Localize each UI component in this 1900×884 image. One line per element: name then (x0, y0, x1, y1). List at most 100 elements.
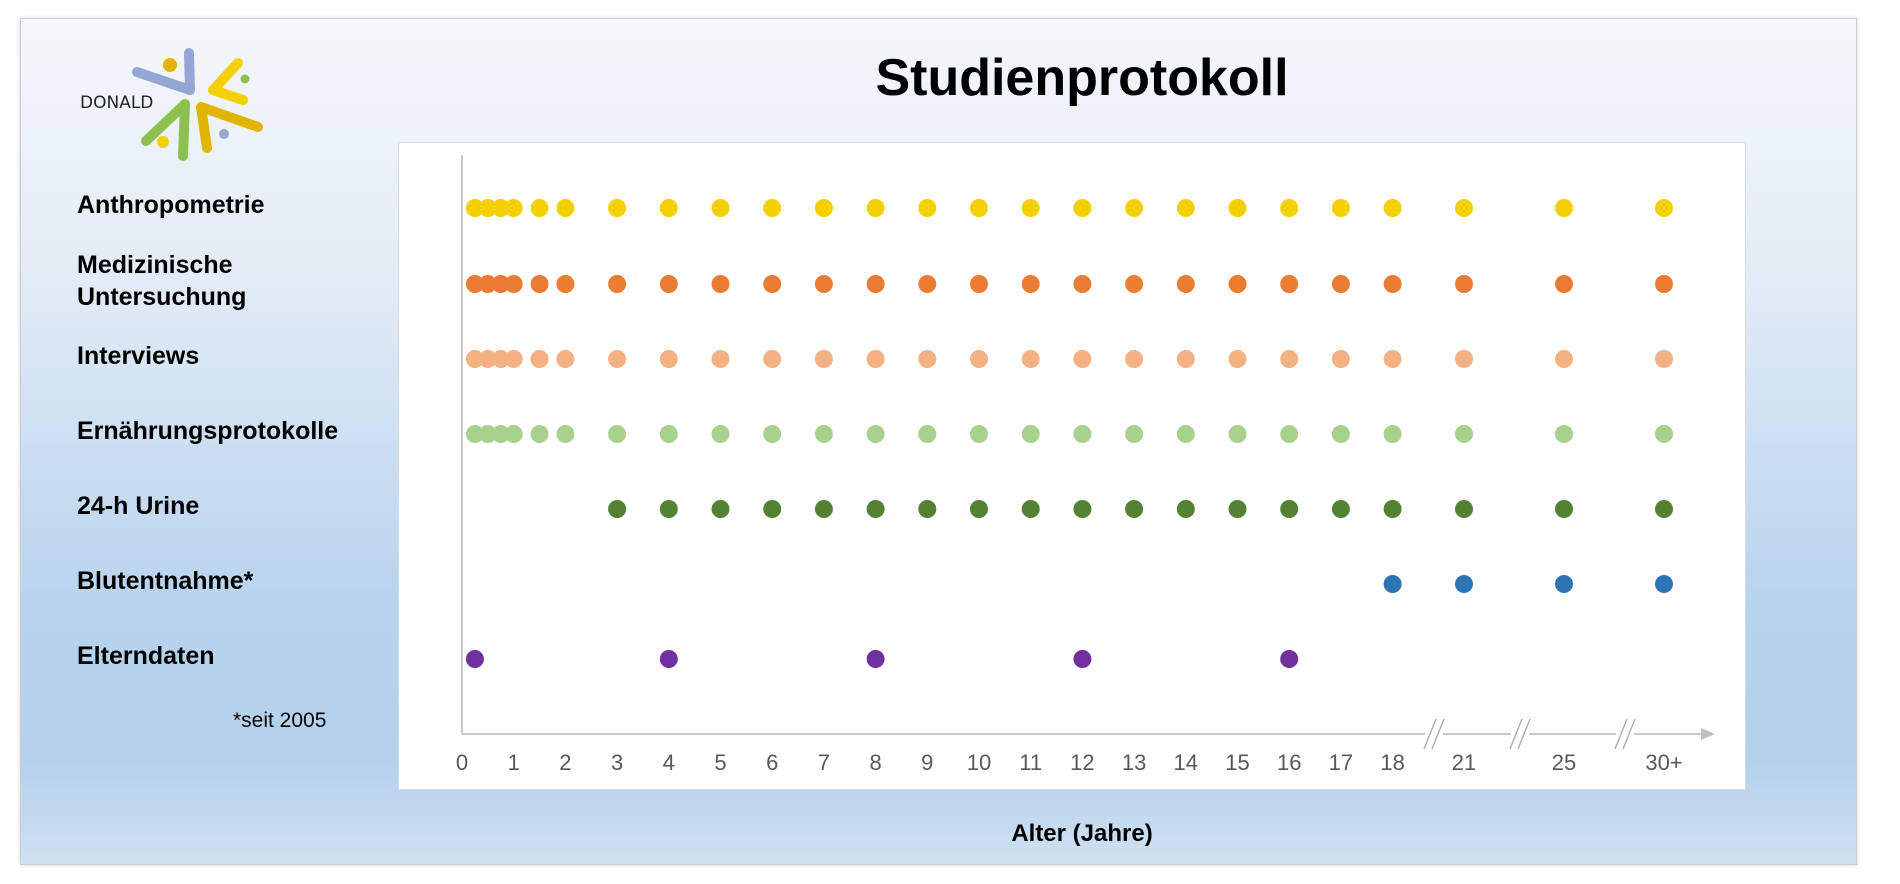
x-tick-label: 30+ (1645, 750, 1682, 775)
data-point (1555, 350, 1573, 368)
data-point (1555, 500, 1573, 518)
data-point (1331, 275, 1350, 293)
data-point (1455, 500, 1473, 518)
data-point (711, 425, 730, 443)
x-axis-label: Alter (Jahre) (1011, 820, 1153, 847)
row-label: Anthropometrie (77, 189, 265, 221)
data-point (763, 500, 782, 518)
row-label-line: Ernährungsprotokolle (77, 417, 339, 445)
data-point (1455, 350, 1473, 368)
data-point (491, 425, 510, 443)
x-tick-label: 3 (611, 750, 623, 775)
data-point (1455, 575, 1473, 593)
data-point (711, 199, 730, 217)
data-point (814, 425, 833, 443)
data-point (504, 425, 523, 443)
row-label-line: Elterndaten (77, 642, 215, 670)
data-point (1073, 350, 1092, 368)
data-point (556, 275, 575, 293)
data-point (1280, 199, 1299, 217)
x-tick-label: 18 (1380, 750, 1404, 775)
x-tick-label: 16 (1277, 750, 1301, 775)
data-point (1455, 199, 1473, 217)
data-point (1073, 275, 1092, 293)
data-point (1073, 650, 1092, 668)
data-point (1073, 199, 1092, 217)
donald-logo: DONALD (80, 48, 263, 161)
data-point (1021, 199, 1040, 217)
row-label: Medizinische Untersuchung (77, 249, 246, 313)
x-tick-label: 15 (1225, 750, 1249, 775)
data-point (1021, 350, 1040, 368)
data-point (711, 500, 730, 518)
logo-text: DONALD (80, 93, 153, 113)
data-point (465, 350, 484, 368)
data-point (1125, 199, 1144, 217)
x-tick-label: 11 (1019, 750, 1042, 775)
data-point (1280, 650, 1299, 668)
data-point (918, 350, 937, 368)
x-tick-label: 2 (559, 750, 571, 775)
data-point (1383, 275, 1402, 293)
row-label-line: Medizinische (77, 251, 233, 279)
data-point (608, 350, 627, 368)
data-point (970, 199, 988, 217)
data-point (530, 350, 549, 368)
data-point (1280, 350, 1299, 368)
data-point (970, 425, 988, 443)
data-point (659, 425, 678, 443)
data-point (1555, 275, 1573, 293)
x-tick-label: 5 (714, 750, 726, 775)
page-title: Studienprotokoll (875, 49, 1289, 107)
row-label: Ernährungsprotokolle (77, 415, 338, 447)
data-point (1228, 500, 1247, 518)
data-point (491, 199, 510, 217)
data-point (1331, 425, 1350, 443)
data-point (608, 199, 627, 217)
axis-break-mark (1509, 718, 1523, 750)
row-label: Elterndaten (77, 640, 215, 672)
data-point (1331, 350, 1350, 368)
chart-plot: 0 1 2 3 4 5 6 7 8 9 10 11 12 13 14 15 16 17 18 21 25 30+ (456, 155, 1715, 775)
data-point (1331, 199, 1350, 217)
data-point (1176, 199, 1195, 217)
axis-break-mark (1517, 718, 1531, 750)
data-point (1073, 500, 1092, 518)
data-point (814, 275, 833, 293)
data-point (711, 275, 730, 293)
data-point (659, 500, 678, 518)
x-tick-label: 12 (1070, 750, 1094, 775)
x-tick-label: 6 (766, 750, 778, 775)
data-point (1383, 199, 1402, 217)
data-point (530, 275, 549, 293)
axis-break-gap (1511, 731, 1529, 737)
row-label-line: 24-h Urine (77, 492, 200, 520)
data-point (556, 425, 575, 443)
data-point (491, 350, 510, 368)
axis-break-mark (1614, 718, 1628, 750)
row-label: Interviews (77, 340, 199, 372)
data-point (1125, 500, 1144, 518)
data-point (1280, 500, 1299, 518)
chart-area: 0 1 2 3 4 5 6 7 8 9 10 11 12 13 14 15 16 17 18 21 25 30+ (398, 142, 1746, 790)
data-point (608, 500, 627, 518)
data-point (608, 425, 627, 443)
data-point (504, 350, 523, 368)
data-point (1655, 199, 1673, 217)
row-label-line: Blutentnahme* (77, 567, 254, 595)
x-tick-label: 13 (1122, 750, 1146, 775)
row-label-line: Interviews (77, 342, 200, 370)
data-point (556, 199, 575, 217)
row-label-line: Anthropometrie (77, 191, 265, 219)
data-point (465, 275, 484, 293)
data-point (1176, 425, 1195, 443)
data-point (478, 425, 497, 443)
data-point (763, 199, 782, 217)
row-label: 24-h Urine (77, 490, 199, 522)
data-point (763, 275, 782, 293)
data-point (814, 350, 833, 368)
data-point (866, 199, 885, 217)
x-tick-label: 1 (508, 750, 520, 775)
row-label-line: Untersuchung (77, 283, 247, 311)
data-point (814, 500, 833, 518)
